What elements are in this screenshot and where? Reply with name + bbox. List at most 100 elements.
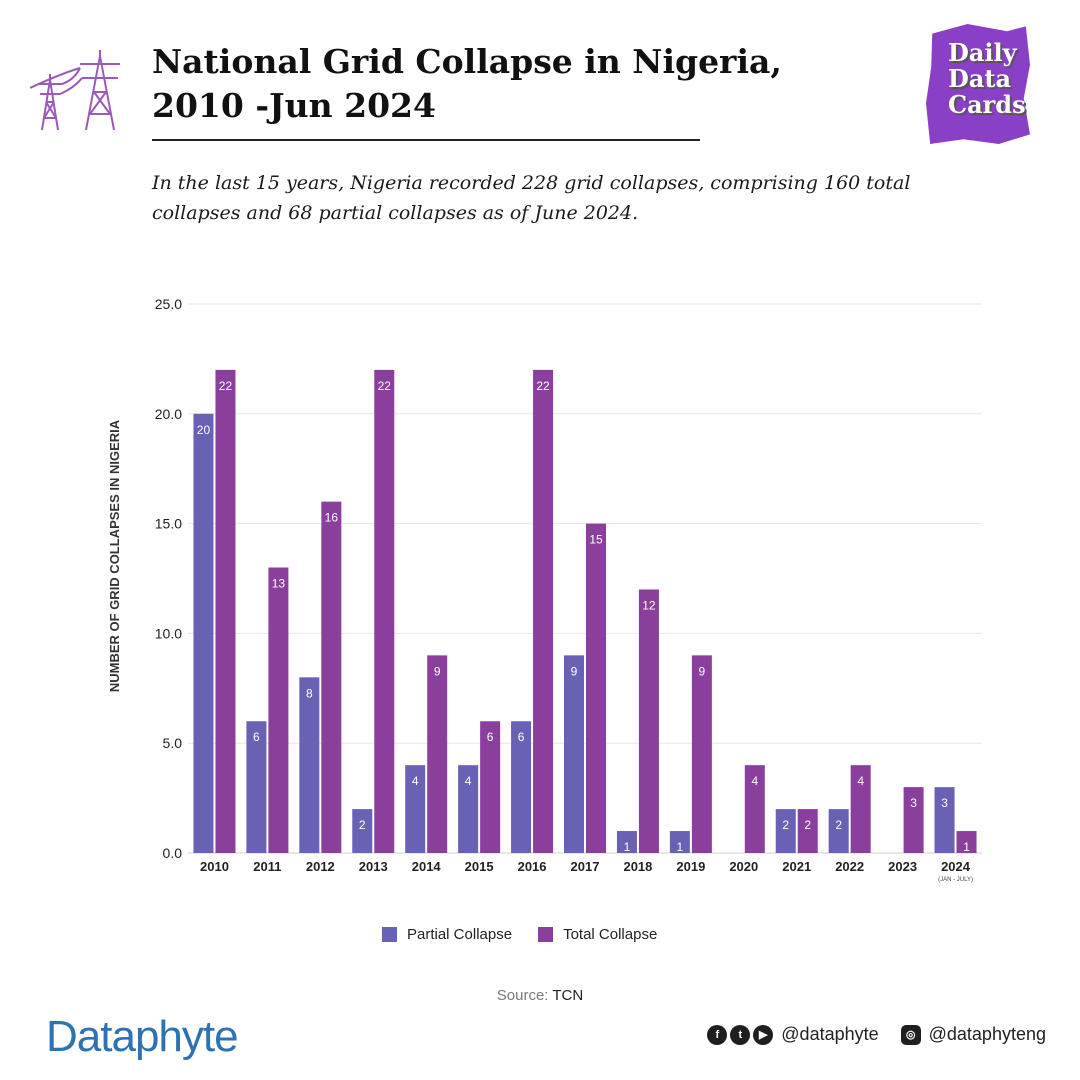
data-label-partial: 2	[782, 818, 789, 832]
bar-partial	[193, 413, 214, 853]
data-label-total: 22	[378, 379, 392, 393]
bar-total	[586, 523, 606, 853]
y-axis-label: NUMBER OF GRID COLLAPSES IN NIGERIA	[107, 419, 122, 692]
social-group-instagram: ◎ @dataphyteng	[900, 1024, 1046, 1045]
bar-total	[480, 721, 501, 853]
legend-item-partial: Partial Collapse	[382, 926, 512, 943]
social-handles: f t ▶ @dataphyte ◎ @dataphyteng	[685, 1024, 1046, 1045]
data-label-total: 1	[963, 840, 970, 854]
bar-total	[850, 765, 871, 853]
x-tick-label: 2020	[729, 859, 758, 874]
bar-partial	[616, 831, 637, 853]
bar-total	[638, 589, 659, 853]
legend-label-total: Total Collapse	[563, 926, 658, 943]
bar-total	[321, 501, 342, 853]
data-label-partial: 6	[518, 730, 525, 744]
source-note: Source: TCN	[0, 987, 1080, 1004]
data-label-partial: 9	[571, 664, 578, 678]
legend-swatch-partial	[382, 927, 397, 942]
bar-total	[374, 369, 395, 853]
x-tick-label: 2016	[518, 859, 547, 874]
title-line-1: National Grid Collapse in Nigeria,	[152, 42, 782, 81]
x-tick-label: 2012	[306, 859, 335, 874]
data-label-partial: 2	[835, 818, 842, 832]
data-label-total: 6	[487, 730, 494, 744]
data-label-partial: 6	[253, 730, 260, 744]
bar-partial	[299, 677, 320, 853]
data-label-total: 9	[434, 664, 441, 678]
facebook-icon[interactable]: f	[707, 1024, 728, 1045]
bar-partial	[405, 765, 426, 853]
data-label-total: 4	[857, 774, 864, 788]
bar-total	[215, 369, 236, 853]
badge-text: Daily Data Cards	[948, 40, 1034, 118]
dataphyte-logo: Dataphyte	[46, 1012, 239, 1061]
youtube-icon[interactable]: ▶	[753, 1024, 774, 1045]
badge-line-1: Daily	[948, 38, 1017, 67]
x-tick-label: 2024	[941, 859, 971, 874]
badge-line-2: Data	[948, 64, 1011, 93]
title-line-2: 2010 -Jun 2024	[152, 86, 436, 125]
handle-dataphyte[interactable]: @dataphyte	[781, 1024, 879, 1044]
page-subtitle: In the last 15 years, Nigeria recorded 2…	[152, 172, 911, 224]
bar-partial	[352, 809, 373, 853]
twitter-icon[interactable]: t	[730, 1024, 751, 1045]
handle-dataphyteng[interactable]: @dataphyteng	[928, 1024, 1046, 1044]
x-tick-label: 2023	[888, 859, 917, 874]
bar-total	[427, 655, 448, 853]
y-tick-label: 20.0	[155, 406, 182, 422]
bar-partial	[775, 809, 796, 853]
badge-line-3: Cards	[948, 90, 1026, 119]
y-tick-label: 5.0	[163, 735, 183, 751]
data-label-total: 22	[536, 379, 550, 393]
x-tick-label: 2010	[200, 859, 229, 874]
data-label-total: 2	[804, 818, 811, 832]
legend-swatch-total	[538, 927, 554, 942]
data-label-partial: 8	[306, 686, 313, 700]
bar-total	[268, 567, 289, 853]
data-label-total: 9	[699, 664, 706, 678]
x-tick-label: 2019	[676, 859, 705, 874]
source-label: Source:	[496, 987, 549, 1004]
x-tick-label: 2018	[623, 859, 652, 874]
page-title: National Grid Collapse in Nigeria, 2010 …	[152, 40, 802, 128]
bar-total	[744, 765, 765, 853]
badge-splash	[926, 24, 1030, 144]
y-tick-label: 25.0	[155, 296, 182, 312]
bar-partial	[564, 655, 584, 853]
social-group-primary: f t ▶ @dataphyte	[707, 1024, 879, 1045]
data-label-partial: 1	[677, 840, 684, 854]
instagram-icon[interactable]: ◎	[900, 1024, 921, 1045]
bar-total	[797, 809, 818, 853]
x-tick-label: 2011	[253, 859, 281, 874]
x-tick-label: 2022	[835, 859, 864, 874]
data-label-total: 12	[642, 598, 656, 612]
bar-total	[903, 787, 924, 853]
x-tick-label: 2014	[412, 859, 442, 874]
data-label-total: 4	[751, 774, 758, 788]
bar-partial	[246, 721, 267, 853]
bar-total	[533, 369, 554, 853]
y-tick-label: 10.0	[155, 625, 182, 641]
data-label-total: 13	[272, 577, 286, 591]
y-tick-label: 0.0	[163, 845, 183, 861]
data-label-partial: 4	[465, 774, 472, 788]
data-label-total: 3	[910, 796, 917, 810]
daily-data-cards-badge: Daily Data Cards	[926, 24, 1030, 144]
source-value: TCN	[552, 987, 584, 1004]
legend-item-total: Total Collapse	[538, 926, 657, 943]
chart-legend: Partial Collapse Total Collapse	[382, 926, 683, 943]
bar-total	[956, 831, 977, 853]
y-tick-label: 15.0	[155, 516, 182, 532]
data-label-partial: 3	[941, 796, 948, 810]
bar-chart: 0.0 5.0 10.0 15.0 20.0 25.0 NUMBER OF GRID COL…	[107, 296, 982, 883]
data-label-partial: 1	[624, 840, 631, 854]
x-tick-label: 2021	[782, 859, 811, 874]
bar-partial	[458, 765, 479, 853]
data-label-total: 16	[325, 511, 339, 525]
x-tick-sublabel: (JAN - JULY)	[938, 877, 973, 883]
bar-partial	[511, 721, 532, 853]
legend-label-partial: Partial Collapse	[407, 926, 513, 943]
bar-partial	[669, 831, 690, 853]
data-label-partial: 2	[359, 818, 366, 832]
